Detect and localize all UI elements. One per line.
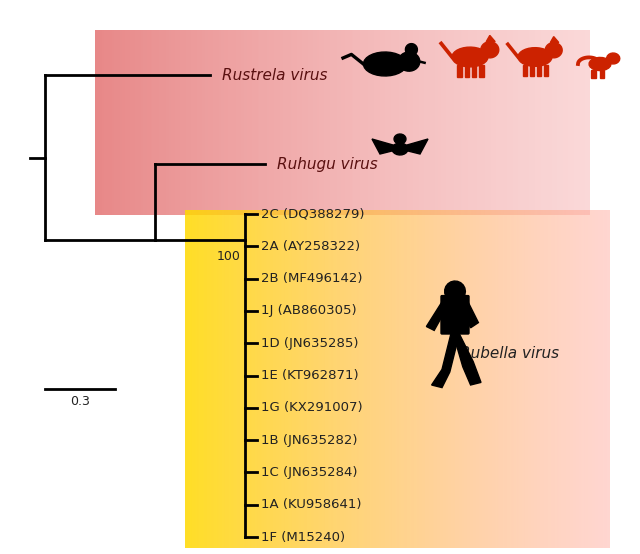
Polygon shape xyxy=(398,52,420,71)
Text: 100: 100 xyxy=(217,250,241,263)
Bar xyxy=(591,69,596,78)
Text: 1D (JN635285): 1D (JN635285) xyxy=(261,337,358,350)
Polygon shape xyxy=(518,48,552,66)
Text: 2B (MF496142): 2B (MF496142) xyxy=(261,272,362,285)
Bar xyxy=(523,65,527,76)
Polygon shape xyxy=(460,302,479,328)
Polygon shape xyxy=(607,53,620,64)
Polygon shape xyxy=(372,139,400,154)
Polygon shape xyxy=(445,281,465,302)
Polygon shape xyxy=(452,47,488,67)
Text: 1F (M15240): 1F (M15240) xyxy=(261,531,345,543)
Text: 1A (KU958641): 1A (KU958641) xyxy=(261,498,362,511)
Polygon shape xyxy=(589,58,611,70)
FancyBboxPatch shape xyxy=(441,296,469,334)
Text: 2C (DQ388279): 2C (DQ388279) xyxy=(261,208,365,220)
Polygon shape xyxy=(394,134,406,144)
Bar xyxy=(600,69,604,78)
Polygon shape xyxy=(454,333,481,385)
Polygon shape xyxy=(545,43,562,58)
Polygon shape xyxy=(364,52,406,76)
Text: 1G (KX291007): 1G (KX291007) xyxy=(261,401,363,414)
Polygon shape xyxy=(400,139,428,154)
Text: Ruhugu virus: Ruhugu virus xyxy=(277,156,378,172)
Text: Rustrela virus: Rustrela virus xyxy=(222,68,328,83)
Text: 0.3: 0.3 xyxy=(70,395,90,408)
Polygon shape xyxy=(405,44,417,55)
Polygon shape xyxy=(486,35,495,42)
Polygon shape xyxy=(550,37,559,43)
Bar xyxy=(537,65,541,76)
Polygon shape xyxy=(392,143,408,155)
Bar xyxy=(530,65,534,76)
Bar xyxy=(465,65,469,77)
Text: 1C (JN635284): 1C (JN635284) xyxy=(261,466,358,479)
Bar xyxy=(479,65,483,77)
Text: Rubella virus: Rubella virus xyxy=(460,346,559,362)
Text: 1E (KT962871): 1E (KT962871) xyxy=(261,369,358,382)
Bar xyxy=(458,65,462,77)
Text: 1B (JN635282): 1B (JN635282) xyxy=(261,434,358,447)
Polygon shape xyxy=(481,42,499,58)
Polygon shape xyxy=(431,333,459,388)
Text: 1J (AB860305): 1J (AB860305) xyxy=(261,304,356,317)
Bar xyxy=(543,65,548,76)
Text: 2A (AY258322): 2A (AY258322) xyxy=(261,240,360,253)
Polygon shape xyxy=(426,302,447,330)
Bar xyxy=(472,65,476,77)
